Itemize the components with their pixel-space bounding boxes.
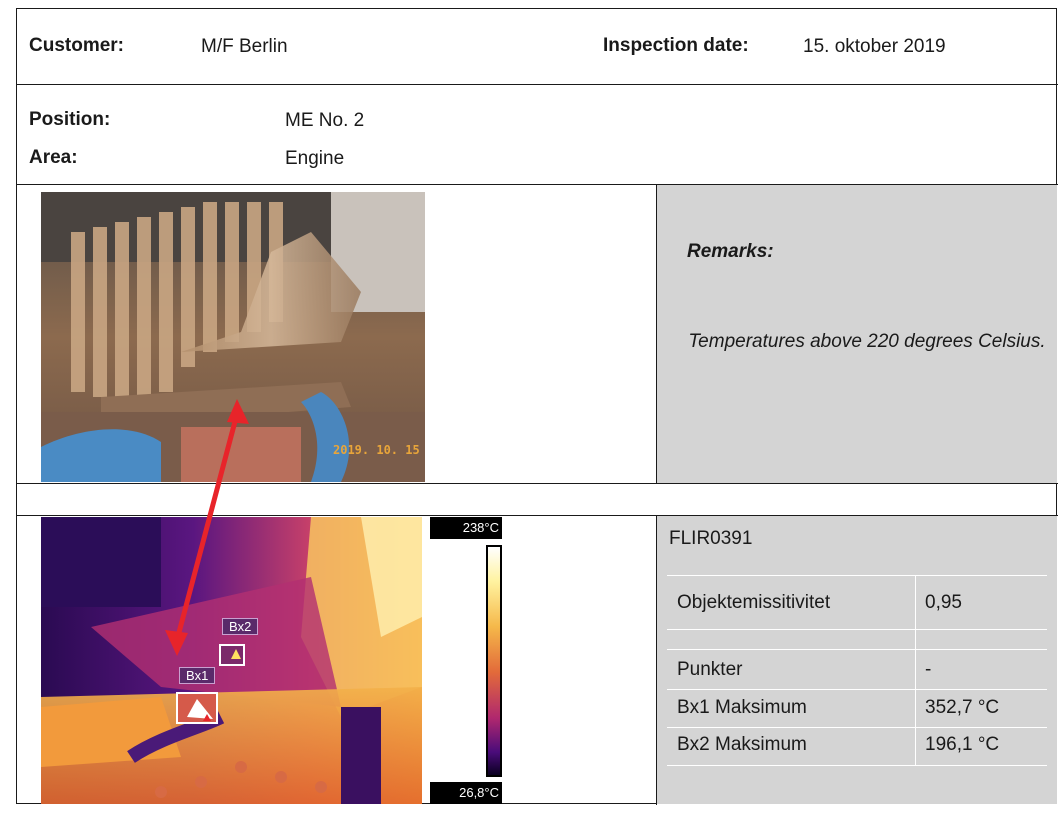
row-points-value: - [925, 659, 932, 680]
scale-min-label: 26,8°C [430, 782, 502, 804]
row-points-name: Punkter [677, 659, 743, 680]
box2-label: Bx2 [222, 618, 259, 635]
inspection-date-label: Inspection date: [603, 35, 749, 56]
customer-label: Customer: [29, 35, 125, 56]
photo-row-divider [17, 483, 1058, 484]
inspection-date-value: 15. oktober 2019 [803, 36, 946, 57]
column-divider-bottom [656, 515, 657, 805]
row-emissivity-value: 0,95 [925, 592, 962, 613]
remarks-text: Temperatures above 220 degrees Celsius. [688, 331, 1046, 352]
table-line-5 [667, 727, 1047, 728]
row-bx2-name: Bx2 Maksimum [677, 734, 807, 755]
row-emissivity-name: Objektemissitivitet [677, 592, 831, 613]
engine-photo: 2019. 10. 15 [41, 192, 425, 482]
table-line-3 [667, 649, 1047, 650]
area-label: Area: [29, 147, 78, 168]
remarks-title: Remarks: [687, 241, 774, 262]
temperature-scale: 238°C 26,8°C [430, 517, 502, 804]
row-bx1-name: Bx1 Maksimum [677, 697, 807, 718]
row-bx2-value: 196,1 °C [925, 734, 1000, 755]
header-divider [17, 84, 1058, 85]
scale-color-bar [486, 545, 502, 777]
measurements-cell [657, 516, 1057, 804]
column-divider-top [656, 184, 657, 484]
thermal-image: Bx2 Bx1 [41, 517, 422, 804]
area-value: Engine [285, 148, 345, 169]
inspection-report-page: Customer: M/F Berlin Inspection date: 15… [16, 8, 1058, 805]
row-bx1-value: 352,7 °C [925, 697, 1000, 718]
position-value: ME No. 2 [285, 110, 365, 131]
position-label: Position: [29, 109, 111, 130]
table-line-1 [667, 575, 1047, 576]
spacer-row-divider [17, 515, 1058, 516]
table-line-6 [667, 765, 1047, 766]
table-column-divider [915, 575, 916, 765]
location-arrow [165, 399, 249, 656]
location-divider [17, 184, 1058, 185]
remarks-cell [657, 185, 1057, 483]
box1-label: Bx1 [179, 667, 216, 684]
table-line-4 [667, 689, 1047, 690]
photo-date-stamp: 2019. 10. 15 [333, 443, 420, 457]
table-line-2 [667, 629, 1047, 630]
scale-max-label: 238°C [430, 517, 502, 539]
customer-value: M/F Berlin [201, 36, 288, 57]
file-name: FLIR0391 [669, 528, 753, 549]
